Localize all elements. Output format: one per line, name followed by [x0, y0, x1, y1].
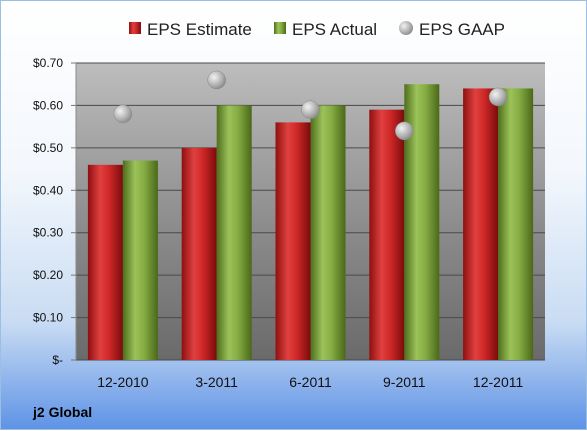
bars — [87, 84, 534, 361]
legend-swatch-eps-estimate — [129, 22, 141, 34]
bar-eps-estimate-12-2010 — [87, 164, 123, 360]
bar-eps-actual-3-2011 — [216, 105, 252, 360]
y-tick-label: $0.70 — [33, 56, 63, 70]
legend-item-eps-gaap: EPS GAAP — [399, 20, 505, 39]
legend-label-eps-estimate: EPS Estimate — [147, 20, 252, 39]
point-eps-gaap-12-2011 — [488, 87, 508, 107]
point-eps-gaap-6-2011 — [301, 100, 320, 119]
legend-swatch-eps-gaap — [399, 21, 413, 35]
y-tick-label: $0.30 — [33, 226, 63, 240]
x-tick-label: 12-2010 — [97, 374, 149, 390]
legend-swatch-eps-actual — [274, 22, 286, 34]
y-tick-label: $0.20 — [33, 268, 63, 282]
point-eps-gaap-12-2010 — [113, 104, 133, 124]
y-tick-label: $- — [52, 353, 63, 367]
y-tick-label: $0.10 — [33, 311, 63, 325]
y-tick-label: $0.50 — [33, 141, 63, 155]
legend-label-eps-gaap: EPS GAAP — [419, 20, 505, 39]
bar-eps-actual-12-2011 — [498, 88, 534, 360]
point-eps-gaap-3-2011 — [207, 70, 226, 90]
point-eps-gaap-9-2011 — [395, 121, 414, 141]
x-tick-label: 6-2011 — [289, 374, 332, 390]
company-name: j2 Global — [32, 404, 92, 420]
bar-eps-estimate-12-2011 — [463, 88, 499, 360]
bar-eps-estimate-9-2011 — [369, 109, 405, 361]
legend: EPS Estimate EPS Actual EPS GAAP — [129, 20, 505, 39]
y-axis: $- $0.10 $0.20 $0.30 $0.40 $0.50 $0.60 $0.70 — [33, 56, 77, 367]
x-tick-label: 3-2011 — [195, 374, 238, 390]
legend-item-eps-actual: EPS Actual — [274, 20, 377, 39]
legend-item-eps-estimate: EPS Estimate — [129, 20, 252, 39]
x-tick-label: 9-2011 — [383, 374, 426, 390]
x-tick-label: 12-2011 — [473, 374, 524, 390]
legend-label-eps-actual: EPS Actual — [292, 20, 377, 39]
bar-eps-actual-6-2011 — [310, 105, 346, 360]
gaap-points — [113, 70, 508, 141]
bar-eps-actual-12-2010 — [122, 160, 158, 360]
y-tick-label: $0.40 — [33, 183, 63, 197]
bar-eps-estimate-6-2011 — [275, 122, 311, 361]
bar-eps-estimate-3-2011 — [181, 147, 217, 360]
y-tick-label: $0.60 — [33, 98, 63, 112]
x-axis: 12-2010 3-2011 6-2011 9-2011 12-2011 — [97, 374, 523, 390]
